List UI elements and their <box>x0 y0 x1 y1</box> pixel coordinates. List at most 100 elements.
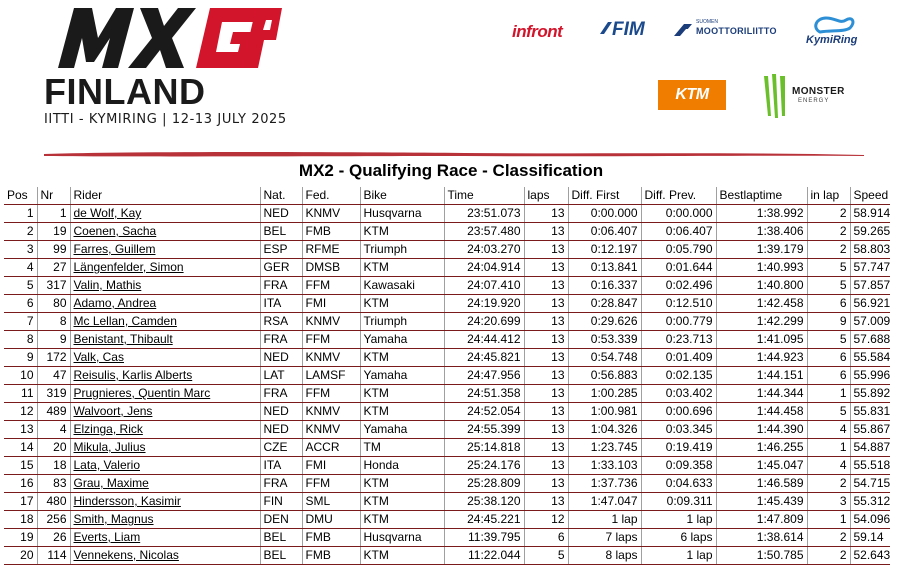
rider-name-link[interactable]: Valk, Cas <box>69 348 260 367</box>
rider-name-link[interactable]: Adamo, Andrea <box>69 294 260 313</box>
number-cell: 26 <box>36 528 70 547</box>
position-cell: 11 <box>4 384 37 403</box>
table-header: Pos Nr Rider Nat. Fed. Bike Time laps Diff. Firs… <box>4 187 890 205</box>
moottoriliitto-icon <box>674 24 692 36</box>
nationality-cell: DEN <box>259 510 302 529</box>
bike-cell: Husqvarna <box>359 204 444 223</box>
table-row: 14 20 Mikula, Julius CZE ACCR TM 25:14.818 13 1:… <box>4 438 890 457</box>
rider-name-link[interactable]: Längenfelder, Simon <box>69 258 260 277</box>
rider-name-link[interactable]: Smith, Magnus <box>69 510 260 529</box>
time-cell: 24:52.054 <box>443 402 524 421</box>
rider-name-link[interactable]: Lata, Valerio <box>69 456 260 475</box>
column-header: Bestlaptime <box>715 187 807 205</box>
time-cell: 24:19.920 <box>443 294 524 313</box>
bike-cell: KTM <box>359 222 444 241</box>
bike-cell: Triumph <box>359 240 444 259</box>
speed-cell: 54.887 <box>849 438 890 457</box>
rider-name-link[interactable]: Mikula, Julius <box>69 438 260 457</box>
position-cell: 2 <box>4 222 37 241</box>
column-header: in lap <box>806 187 850 205</box>
position-cell: 18 <box>4 510 37 529</box>
rider-name-link[interactable]: Coenen, Sacha <box>69 222 260 241</box>
nationality-cell: FRA <box>259 330 302 349</box>
number-cell: 8 <box>36 312 70 331</box>
diff-prev-cell: 0:01.409 <box>640 348 716 367</box>
rider-name-link[interactable]: Walvoort, Jens <box>69 402 260 421</box>
number-cell: 480 <box>36 492 70 511</box>
speed-cell: 55.892 <box>849 384 890 403</box>
speed-cell: 55.867 <box>849 420 890 439</box>
best-lap-cell: 1:40.800 <box>715 276 807 295</box>
federation-cell: FMB <box>301 546 360 565</box>
nationality-cell: FRA <box>259 276 302 295</box>
best-lap-cell: 1:40.993 <box>715 258 807 277</box>
table-row: 15 18 Lata, Valerio ITA FMI Honda 25:24.176 13 1… <box>4 456 890 475</box>
number-cell: 27 <box>36 258 70 277</box>
federation-cell: SML <box>301 492 360 511</box>
nationality-cell: ESP <box>259 240 302 259</box>
in-lap-cell: 2 <box>806 474 850 493</box>
diff-prev-cell: 0:01.644 <box>640 258 716 277</box>
rider-name-link[interactable]: Hindersson, Kasimir <box>69 492 260 511</box>
rider-name-link[interactable]: Everts, Liam <box>69 528 260 547</box>
speed-cell: 54.715 <box>849 474 890 493</box>
nationality-cell: FRA <box>259 384 302 403</box>
speed-cell: 52.643 <box>849 546 890 565</box>
column-header: Pos <box>4 187 37 205</box>
rider-name-link[interactable]: Valin, Mathis <box>69 276 260 295</box>
rider-name-link[interactable]: Grau, Maxime <box>69 474 260 493</box>
in-lap-cell: 2 <box>806 222 850 241</box>
rider-name-link[interactable]: Mc Lellan, Camden <box>69 312 260 331</box>
federation-cell: FFM <box>301 276 360 295</box>
time-cell: 24:44.412 <box>443 330 524 349</box>
rider-name-link[interactable]: Vennekens, Nicolas <box>69 546 260 565</box>
column-header: Diff. Prev. <box>640 187 716 205</box>
table-row: 2 19 Coenen, Sacha BEL FMB KTM 23:57.480 13 0:06… <box>4 222 890 241</box>
event-title: FINLAND <box>44 71 206 112</box>
federation-cell: KNMV <box>301 402 360 421</box>
diff-first-cell: 0:29.626 <box>567 312 641 331</box>
position-cell: 5 <box>4 276 37 295</box>
time-cell: 25:38.120 <box>443 492 524 511</box>
column-header: Bike <box>359 187 444 205</box>
monster-text: MONSTER <box>792 86 845 97</box>
table-row: 7 8 Mc Lellan, Camden RSA KNMV Triumph 24:20.6… <box>4 312 890 331</box>
bike-cell: Kawasaki <box>359 276 444 295</box>
laps-cell: 13 <box>523 438 568 457</box>
rider-name-link[interactable]: Prugnieres, Quentin Marc <box>69 384 260 403</box>
nationality-cell: NED <box>259 348 302 367</box>
rider-name-link[interactable]: Reisulis, Karlis Alberts <box>69 366 260 385</box>
table-row: 11 319 Prugnieres, Quentin Marc FRA FFM KTM 24… <box>4 384 890 403</box>
diff-prev-cell: 0:00.696 <box>640 402 716 421</box>
number-cell: 9 <box>36 330 70 349</box>
table-row: 17 480 Hindersson, Kasimir FIN SML KTM 25:38.1… <box>4 492 890 511</box>
diff-prev-cell: 0:09.311 <box>640 492 716 511</box>
federation-cell: FFM <box>301 474 360 493</box>
nationality-cell: ITA <box>259 456 302 475</box>
position-cell: 8 <box>4 330 37 349</box>
rider-name-link[interactable]: Benistant, Thibault <box>69 330 260 349</box>
diff-prev-cell: 0:03.402 <box>640 384 716 403</box>
position-cell: 12 <box>4 402 37 421</box>
nationality-cell: RSA <box>259 312 302 331</box>
best-lap-cell: 1:46.589 <box>715 474 807 493</box>
number-cell: 489 <box>36 402 70 421</box>
number-cell: 18 <box>36 456 70 475</box>
page-header: FINLAND IITTI - KYMIRING | 12-13 JULY 20… <box>0 0 902 160</box>
rider-name-link[interactable]: Farres, Guillem <box>69 240 260 259</box>
time-cell: 11:22.044 <box>443 546 524 565</box>
nationality-cell: BEL <box>259 546 302 565</box>
rider-name-link[interactable]: Elzinga, Rick <box>69 420 260 439</box>
speed-cell: 55.831 <box>849 402 890 421</box>
rider-name-link[interactable]: de Wolf, Kay <box>69 204 260 223</box>
bike-cell: KTM <box>359 510 444 529</box>
laps-cell: 13 <box>523 384 568 403</box>
laps-cell: 13 <box>523 366 568 385</box>
diff-first-cell: 0:13.841 <box>567 258 641 277</box>
nationality-cell: CZE <box>259 438 302 457</box>
bike-cell: Honda <box>359 456 444 475</box>
diff-prev-cell: 0:04.633 <box>640 474 716 493</box>
bike-cell: TM <box>359 438 444 457</box>
time-cell: 24:55.399 <box>443 420 524 439</box>
in-lap-cell: 6 <box>806 294 850 313</box>
